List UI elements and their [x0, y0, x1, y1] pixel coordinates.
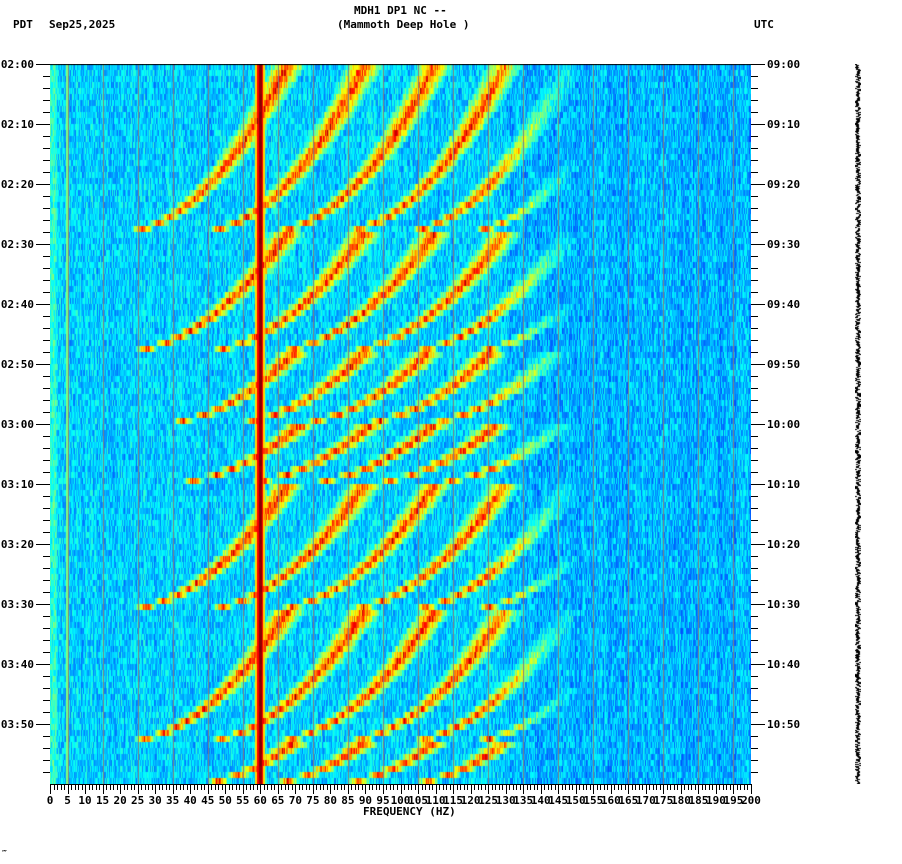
x-tick-label: 15 [96, 794, 109, 807]
x-tick-label: 150 [566, 794, 586, 807]
x-tick-label: 85 [341, 794, 354, 807]
x-tick-label: 100 [391, 794, 411, 807]
y-left-tick-label: 02:20 [1, 178, 34, 191]
spectrogram-plot [50, 64, 751, 784]
x-tick-label: 0 [47, 794, 54, 807]
x-tick-label: 120 [461, 794, 481, 807]
x-tick-label: 195 [724, 794, 744, 807]
x-tick-label: 190 [706, 794, 726, 807]
y-right-tick-label: 10:50 [767, 718, 800, 731]
y-right-tick-label: 10:40 [767, 658, 800, 671]
y-right-tick-label: 09:30 [767, 238, 800, 251]
date-label: Sep25,2025 [49, 18, 116, 31]
x-tick-label: 130 [496, 794, 516, 807]
x-tick-label: 160 [601, 794, 621, 807]
x-tick-label: 170 [636, 794, 656, 807]
x-tick-label: 10 [78, 794, 91, 807]
y-left-tick-label: 02:30 [1, 238, 34, 251]
x-tick-label: 45 [201, 794, 214, 807]
x-tick-label: 155 [583, 794, 603, 807]
x-tick-label: 105 [408, 794, 428, 807]
y-left-tick-label: 03:40 [1, 658, 34, 671]
x-tick-label: 55 [236, 794, 249, 807]
x-tick-label: 70 [289, 794, 302, 807]
x-tick-label: 5 [64, 794, 71, 807]
y-right-tick-label: 09:00 [767, 58, 800, 71]
footer-mark: ‴ [2, 849, 7, 858]
x-tick-label: 180 [671, 794, 691, 807]
x-tick-label: 60 [254, 794, 267, 807]
y-left-tick-label: 03:10 [1, 478, 34, 491]
right-timezone-label: UTC [754, 18, 774, 31]
y-left-tick-label: 02:50 [1, 358, 34, 371]
x-tick-label: 110 [426, 794, 446, 807]
y-right-tick-label: 09:20 [767, 178, 800, 191]
x-tick-label: 50 [219, 794, 232, 807]
station-code-title: MDH1 DP1 NC -- [354, 4, 447, 17]
y-left-tick-label: 03:50 [1, 718, 34, 731]
y-right-tick-label: 09:10 [767, 118, 800, 131]
y-right-tick-label: 10:20 [767, 538, 800, 551]
x-tick-label: 30 [149, 794, 162, 807]
x-tick-label: 200 [741, 794, 761, 807]
y-right-tick-label: 10:30 [767, 598, 800, 611]
x-tick-label: 125 [478, 794, 498, 807]
x-tick-label: 185 [688, 794, 708, 807]
x-tick-label: 40 [184, 794, 197, 807]
y-right-tick-label: 10:10 [767, 478, 800, 491]
x-tick-label: 140 [531, 794, 551, 807]
x-tick-label: 165 [618, 794, 638, 807]
y-right-tick-label: 09:50 [767, 358, 800, 371]
x-tick-label: 90 [359, 794, 372, 807]
y-left-tick-label: 03:30 [1, 598, 34, 611]
y-left-tick-label: 02:10 [1, 118, 34, 131]
x-tick-label: 135 [513, 794, 533, 807]
y-left-tick-label: 02:40 [1, 298, 34, 311]
x-tick-label: 25 [131, 794, 144, 807]
x-axis-label: FREQUENCY (HZ) [363, 805, 456, 818]
spectrogram-heatmap [50, 64, 751, 784]
x-tick-label: 20 [113, 794, 126, 807]
y-right-tick-label: 09:40 [767, 298, 800, 311]
y-left-tick-label: 03:20 [1, 538, 34, 551]
x-tick-label: 65 [271, 794, 284, 807]
x-tick-label: 35 [166, 794, 179, 807]
x-tick-label: 80 [324, 794, 337, 807]
seismic-trace-strip [855, 64, 861, 784]
x-tick-label: 115 [443, 794, 463, 807]
x-tick-label: 145 [548, 794, 568, 807]
y-left-tick-label: 02:00 [1, 58, 34, 71]
y-left-tick-label: 03:00 [1, 418, 34, 431]
x-tick-label: 75 [306, 794, 319, 807]
left-timezone-label: PDT [13, 18, 33, 31]
x-tick-label: 95 [376, 794, 389, 807]
x-tick-label: 175 [653, 794, 673, 807]
station-name-title: (Mammoth Deep Hole ) [337, 18, 470, 31]
y-right-tick-label: 10:00 [767, 418, 800, 431]
